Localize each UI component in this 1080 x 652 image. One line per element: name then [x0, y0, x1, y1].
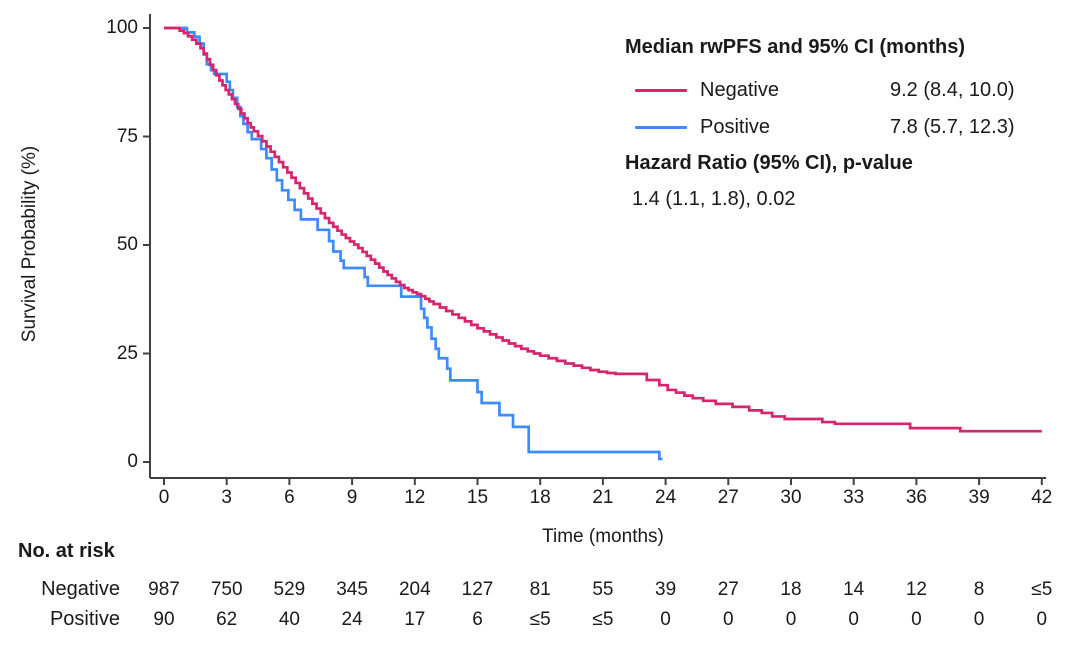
legend-label-negative: Negative	[700, 78, 779, 101]
x-tick-label: 24	[655, 487, 677, 508]
risk-count: 0	[1036, 609, 1048, 630]
risk-count: 40	[278, 609, 300, 630]
risk-count: 12	[905, 579, 927, 600]
risk-count: ≤5	[529, 609, 551, 630]
risk-row-label: Positive	[49, 608, 120, 630]
legend-row-positive: Positive 7.8 (5.7, 12.3)	[635, 114, 1015, 140]
risk-count: 987	[148, 579, 180, 600]
x-tick-label: 15	[466, 487, 489, 508]
risk-count: 18	[780, 579, 802, 600]
risk-count: 6	[472, 609, 483, 630]
x-tick-label: 21	[592, 487, 614, 508]
axis-ticks	[143, 27, 1043, 485]
legend-median-negative: 9.2 (8.4, 10.0)	[890, 78, 1015, 101]
risk-count: 81	[529, 579, 551, 600]
x-tick-label: 30	[780, 487, 802, 508]
risk-table-title: No. at risk	[18, 540, 115, 562]
risk-count: ≤5	[1031, 579, 1053, 600]
x-tick-label: 33	[843, 487, 865, 508]
x-tick-label: 42	[1031, 487, 1053, 508]
negative-line-swatch-icon	[635, 88, 687, 92]
risk-count: 55	[592, 579, 614, 600]
x-axis-title: Time (months)	[542, 526, 664, 547]
risk-count: 0	[660, 609, 671, 630]
hazard-ratio-header: Hazard Ratio (95% CI), p-value	[625, 152, 913, 174]
x-tick-label: 12	[404, 487, 426, 508]
risk-count: 39	[655, 579, 677, 600]
risk-count: 27	[717, 579, 739, 600]
risk-count: 0	[785, 609, 797, 630]
risk-count: 62	[216, 609, 238, 630]
risk-count: 345	[336, 579, 368, 600]
risk-count: 17	[404, 609, 426, 630]
negative-curve	[164, 26, 1042, 433]
x-tick-label: 18	[529, 487, 551, 508]
positive-line-swatch-icon	[635, 125, 687, 129]
risk-count: 0	[973, 609, 985, 630]
x-tick-label: 3	[221, 487, 232, 508]
risk-count: 0	[911, 609, 922, 630]
risk-count: 0	[848, 609, 859, 630]
risk-count: 529	[273, 579, 306, 600]
legend-label-positive: Positive	[700, 115, 771, 138]
y-axis-title: Survival Probability (%)	[19, 145, 40, 343]
x-tick-label: 27	[717, 487, 739, 508]
risk-count: 750	[210, 579, 243, 600]
legend-header: Median rwPFS and 95% CI (months)	[625, 36, 966, 58]
risk-count: 8	[973, 579, 985, 600]
legend-median-positive: 7.8 (5.7, 12.3)	[890, 115, 1015, 138]
y-tick-label: 75	[116, 125, 138, 147]
hazard-ratio-value: 1.4 (1.1, 1.8), 0.02	[632, 188, 796, 210]
risk-row-label: Negative	[41, 578, 120, 600]
x-tick-label: 0	[158, 487, 170, 508]
risk-count: ≤5	[592, 609, 614, 630]
x-tick-label: 9	[346, 487, 358, 508]
y-tick-label: 25	[116, 342, 138, 364]
positive-curve	[164, 26, 663, 461]
risk-count: 0	[723, 609, 734, 630]
risk-count: 24	[341, 609, 363, 630]
legend-row-negative: Negative 9.2 (8.4, 10.0)	[635, 77, 1015, 103]
y-tick-label: 0	[127, 451, 138, 472]
risk-count: 14	[843, 579, 865, 600]
risk-count: 90	[153, 609, 175, 630]
y-tick-label: 100	[106, 17, 138, 38]
x-tick-label: 36	[905, 487, 927, 508]
x-tick-label: 6	[284, 487, 295, 508]
x-tick-label: 39	[968, 487, 990, 508]
risk-count: 204	[398, 579, 431, 600]
y-tick-label: 50	[116, 234, 138, 255]
risk-count: 127	[461, 579, 494, 600]
